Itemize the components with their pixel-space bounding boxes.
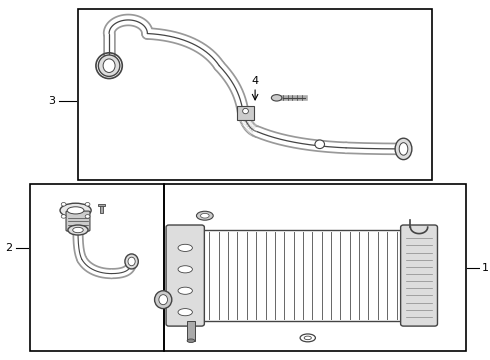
Text: 3: 3 <box>48 96 55 107</box>
Bar <box>237 106 254 120</box>
FancyBboxPatch shape <box>401 225 438 326</box>
Bar <box>187 321 195 341</box>
Ellipse shape <box>73 227 83 233</box>
Circle shape <box>61 215 66 218</box>
Ellipse shape <box>395 138 412 159</box>
Text: 1: 1 <box>482 262 489 273</box>
Ellipse shape <box>159 295 168 305</box>
Ellipse shape <box>271 95 282 101</box>
Ellipse shape <box>178 287 193 294</box>
Ellipse shape <box>128 257 135 266</box>
Bar <box>99 205 103 213</box>
Bar <box>98 204 105 206</box>
Ellipse shape <box>60 203 91 217</box>
Ellipse shape <box>178 266 193 273</box>
Ellipse shape <box>178 244 193 251</box>
Circle shape <box>85 215 90 218</box>
Ellipse shape <box>315 140 324 149</box>
Ellipse shape <box>304 336 311 340</box>
Bar <box>164 184 466 351</box>
Bar <box>78 9 432 180</box>
Ellipse shape <box>125 254 138 269</box>
Ellipse shape <box>68 225 88 235</box>
Ellipse shape <box>154 291 172 309</box>
FancyBboxPatch shape <box>66 211 90 231</box>
Ellipse shape <box>399 143 408 155</box>
Ellipse shape <box>200 213 209 218</box>
Ellipse shape <box>187 339 195 342</box>
Text: 4: 4 <box>251 76 259 86</box>
Ellipse shape <box>103 59 115 72</box>
Circle shape <box>61 203 66 206</box>
Ellipse shape <box>67 207 84 214</box>
Text: 2: 2 <box>5 243 12 253</box>
Ellipse shape <box>243 108 248 114</box>
Circle shape <box>85 203 90 206</box>
Bar <box>30 184 164 351</box>
Ellipse shape <box>178 309 193 316</box>
FancyBboxPatch shape <box>166 225 204 326</box>
Bar <box>200 230 406 321</box>
Ellipse shape <box>300 334 316 342</box>
Ellipse shape <box>98 55 120 76</box>
Ellipse shape <box>196 211 213 220</box>
